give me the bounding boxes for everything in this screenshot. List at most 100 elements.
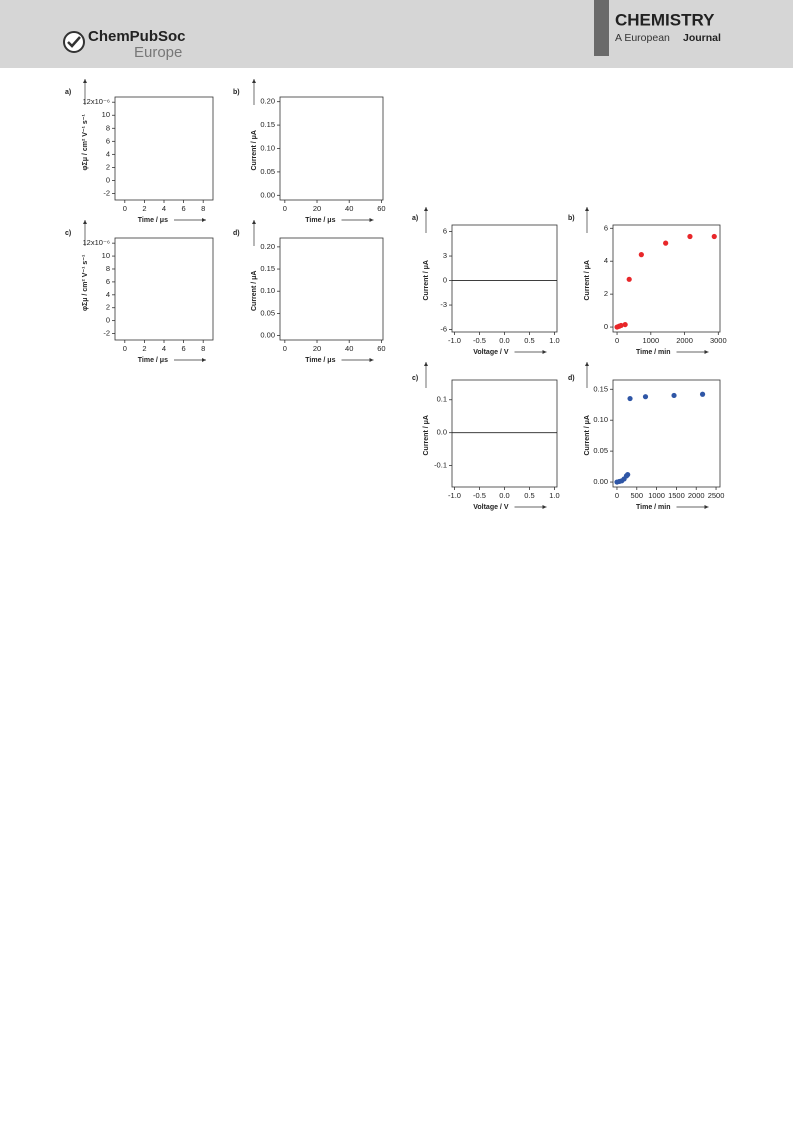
x-tick-label: 0 bbox=[283, 204, 287, 213]
x-axis-label: Time / μs bbox=[138, 357, 168, 364]
logo-sub: Europe bbox=[134, 44, 182, 61]
journal-title: CHEMISTRY bbox=[615, 10, 715, 29]
x-tick-label: 1500 bbox=[668, 491, 685, 500]
x-axis-label: Voltage / V bbox=[473, 349, 509, 356]
y-axis-arrowhead bbox=[252, 79, 256, 83]
y-axis-arrowhead bbox=[424, 362, 428, 366]
x-tick-label: 0 bbox=[615, 336, 619, 345]
plot-frame bbox=[612, 379, 721, 488]
logo-check bbox=[67, 36, 81, 48]
y-tick-label: 0.00 bbox=[593, 477, 608, 486]
panel-label: a) bbox=[65, 89, 71, 96]
y-tick-label: 0.00 bbox=[260, 190, 275, 199]
y-tick-label: 0.15 bbox=[593, 384, 608, 393]
data-point bbox=[687, 233, 693, 240]
y-tick-label: 10 bbox=[102, 251, 110, 260]
plot-frame bbox=[612, 224, 721, 333]
x-tick-label: 0.0 bbox=[499, 491, 509, 500]
data-point bbox=[618, 322, 624, 329]
y-tick-label: 10 bbox=[102, 110, 110, 119]
x-tick-label: 2000 bbox=[688, 491, 705, 500]
y-tick-label: 2 bbox=[604, 289, 608, 298]
y-tick-label: 12x10⁻⁶ bbox=[83, 97, 110, 106]
x-tick-label: 1.0 bbox=[549, 491, 559, 500]
panel-label: b) bbox=[568, 215, 575, 222]
x-tick-label: 3000 bbox=[710, 336, 727, 345]
y-tick-label: -0.1 bbox=[434, 461, 447, 470]
y-tick-label: 6 bbox=[106, 136, 110, 145]
y-tick-label: 6 bbox=[106, 277, 110, 286]
y-tick-label: 4 bbox=[604, 256, 608, 265]
y-axis-label: Current / μA bbox=[251, 130, 258, 170]
plot-frame bbox=[114, 237, 214, 341]
x-tick-label: 20 bbox=[313, 344, 321, 353]
y-axis-arrowhead bbox=[585, 362, 589, 366]
data-point bbox=[699, 391, 706, 397]
y-tick-label: 0.05 bbox=[260, 167, 275, 176]
y-tick-label: -2 bbox=[103, 329, 110, 338]
x-tick-label: 40 bbox=[345, 344, 353, 353]
y-tick-label: 4 bbox=[106, 149, 110, 158]
y-tick-label: 0.10 bbox=[260, 143, 275, 152]
y-axis-arrowhead bbox=[585, 207, 589, 211]
y-tick-label: 8 bbox=[106, 123, 110, 132]
x-axis-label: Time / min bbox=[636, 504, 671, 511]
x-tick-label: -0.5 bbox=[473, 336, 486, 345]
x-tick-label: -0.5 bbox=[473, 491, 486, 500]
y-axis-label: Current / μA bbox=[584, 260, 591, 300]
y-axis-arrowhead bbox=[83, 79, 87, 83]
x-tick-label: 8 bbox=[201, 204, 205, 213]
y-axis-label: Current / μA bbox=[251, 271, 258, 311]
plot-frame bbox=[279, 237, 384, 341]
y-tick-label: 0.10 bbox=[593, 415, 608, 424]
x-tick-label: 4 bbox=[162, 204, 166, 213]
y-axis-label: Current / μA bbox=[423, 415, 430, 455]
panel-label: c) bbox=[65, 230, 71, 237]
header-band bbox=[0, 0, 793, 68]
y-tick-label: 0 bbox=[106, 316, 110, 325]
data-point bbox=[625, 472, 631, 478]
y-tick-label: 0.10 bbox=[260, 286, 275, 295]
y-axis-arrowhead bbox=[252, 220, 256, 224]
x-axis-label: Voltage / V bbox=[473, 504, 509, 511]
y-tick-label: 0.00 bbox=[260, 331, 275, 340]
panel-label: d) bbox=[233, 230, 240, 237]
data-point bbox=[638, 252, 644, 258]
x-tick-label: 2000 bbox=[676, 336, 693, 345]
x-axis-arrowhead bbox=[369, 218, 374, 222]
panel-label: c) bbox=[412, 375, 418, 382]
data-point bbox=[627, 395, 633, 402]
y-tick-label: 6 bbox=[604, 223, 608, 232]
x-axis-label: Time / μs bbox=[305, 217, 335, 224]
y-tick-label: 8 bbox=[106, 264, 110, 273]
y-axis-label: Current / μA bbox=[584, 415, 591, 455]
logo-main: ChemPubSoc bbox=[88, 28, 186, 45]
y-tick-label: 4 bbox=[106, 290, 110, 299]
x-tick-label: 0 bbox=[123, 204, 127, 213]
data-point bbox=[622, 321, 628, 328]
y-tick-label: 0.05 bbox=[593, 446, 608, 455]
x-axis-arrowhead bbox=[202, 358, 206, 362]
x-axis-arrowhead bbox=[704, 505, 709, 509]
y-axis-label: φΣμ / cm² V⁻¹ s⁻¹ bbox=[82, 114, 89, 171]
plot-frame bbox=[279, 96, 384, 201]
data-point bbox=[711, 233, 717, 240]
y-tick-label: 3 bbox=[443, 251, 447, 260]
panel-label: a) bbox=[412, 215, 418, 222]
x-tick-label: 8 bbox=[201, 344, 205, 353]
x-tick-label: 2 bbox=[142, 344, 146, 353]
x-tick-label: 4 bbox=[162, 344, 166, 353]
x-tick-label: 20 bbox=[313, 204, 321, 213]
x-tick-label: 6 bbox=[182, 344, 186, 353]
x-tick-label: 40 bbox=[345, 204, 353, 213]
panel-label: b) bbox=[233, 89, 240, 96]
x-axis-label: Time / μs bbox=[305, 357, 335, 364]
data-point bbox=[663, 240, 669, 246]
y-tick-label: 12x10⁻⁶ bbox=[83, 238, 110, 247]
y-axis-arrowhead bbox=[424, 207, 428, 211]
y-tick-label: 0.20 bbox=[260, 97, 275, 106]
x-axis-label: Time / min bbox=[636, 349, 671, 356]
y-tick-label: 0 bbox=[443, 276, 447, 285]
